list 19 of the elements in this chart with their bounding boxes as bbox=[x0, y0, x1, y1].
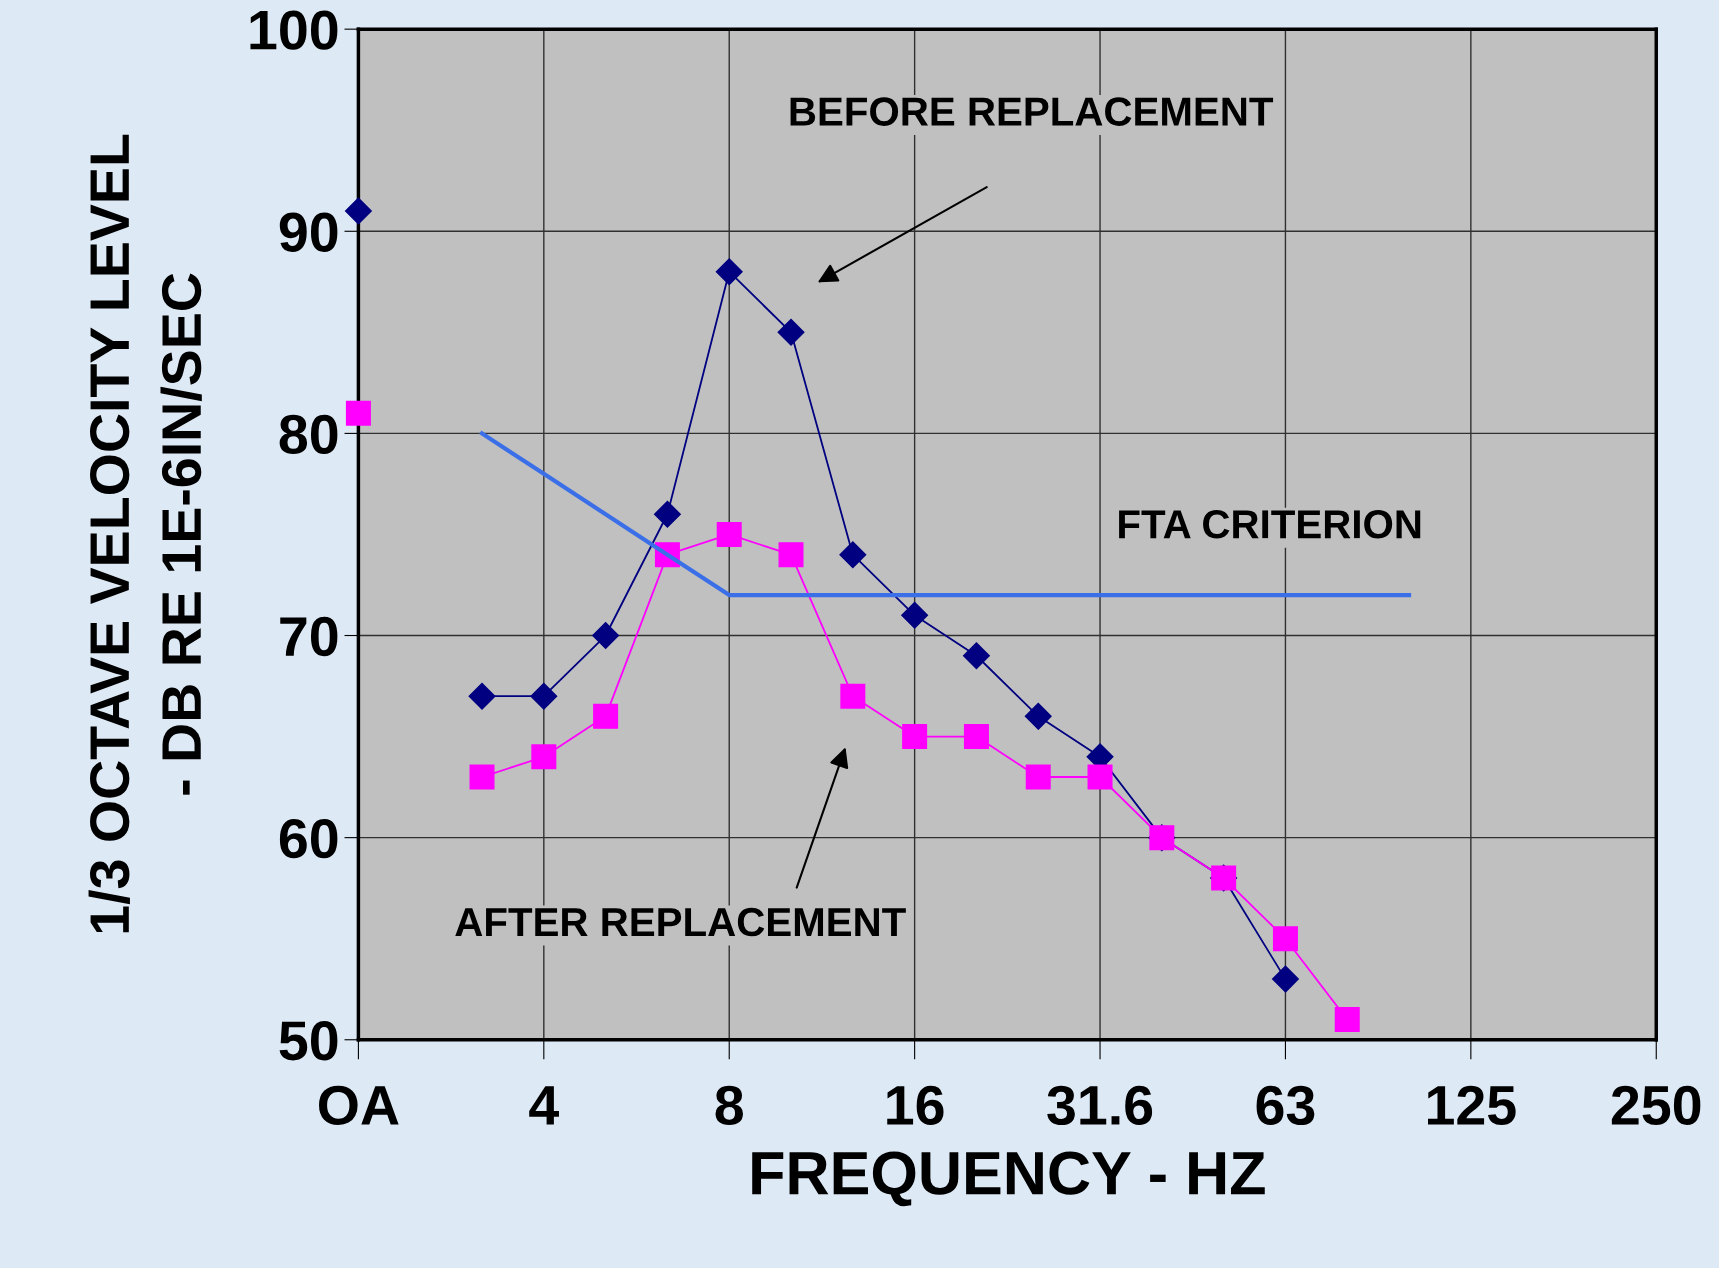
x-tick-label: 8 bbox=[715, 1085, 743, 1126]
x-tick-label: 63 bbox=[1256, 1085, 1315, 1126]
x-tick-label: OA bbox=[319, 1085, 399, 1126]
y-tick-label: 60 bbox=[279, 818, 338, 859]
annotation: BEFORE REPLACEMENT bbox=[790, 97, 1274, 126]
x-axis-title: FREQUENCY - HZ bbox=[752, 1151, 1265, 1207]
y-tick-label: 90 bbox=[279, 212, 338, 252]
y-tick-label: 80 bbox=[279, 414, 338, 455]
annotation: AFTER REPLACEMENT bbox=[455, 907, 906, 937]
y-axis-title: 1/3 OCTAVE VELOCITY LEVEL - DB RE 1E-6IN/SEC bbox=[88, 134, 202, 933]
series-label: FTA CRITERION bbox=[1119, 510, 1421, 539]
x-tick-label: 250 bbox=[1611, 1085, 1701, 1126]
x-tick-label: 4 bbox=[529, 1086, 559, 1125]
y-tick-label: 100 bbox=[250, 10, 338, 50]
y-tick-label: 50 bbox=[279, 1021, 338, 1061]
x-tick-label: 31.6 bbox=[1047, 1085, 1153, 1126]
x-tick-label: 125 bbox=[1428, 1085, 1516, 1126]
x-tick-label: 16 bbox=[887, 1085, 944, 1126]
y-tick-label: 70 bbox=[280, 616, 338, 657]
